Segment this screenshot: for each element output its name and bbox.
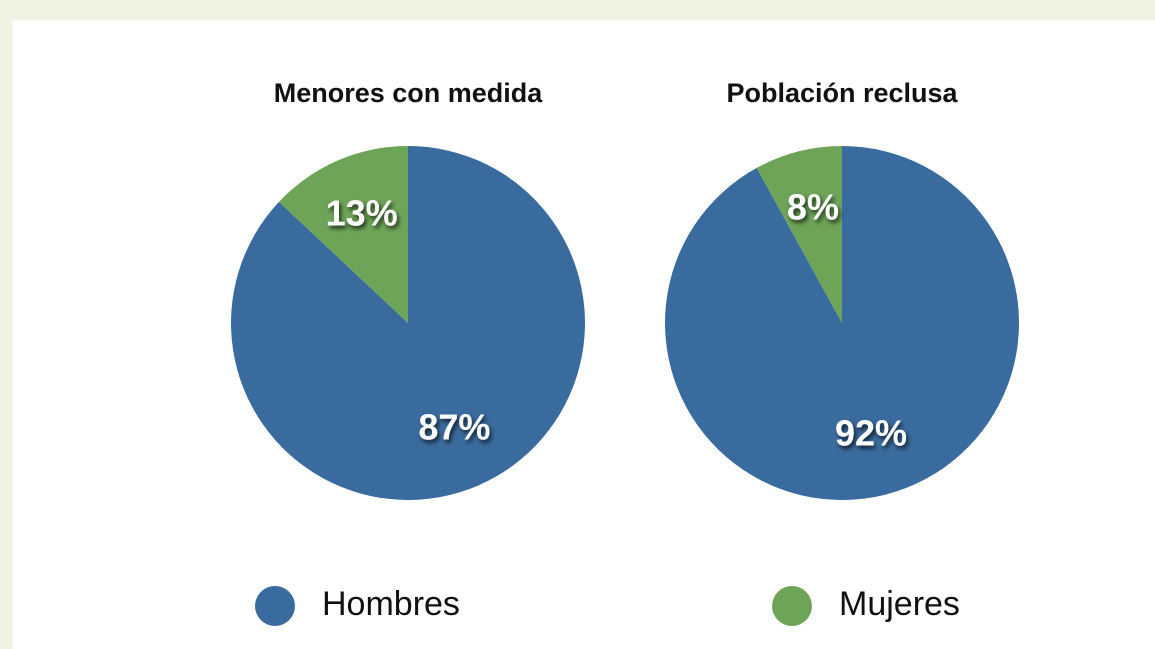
pie-slice xyxy=(665,146,1020,500)
pie-slice xyxy=(756,146,842,323)
value-label: 8% xyxy=(787,186,839,227)
value-label: 92% xyxy=(835,413,907,454)
legend-label: Hombres xyxy=(322,585,460,623)
value-label: 13% xyxy=(326,192,398,233)
chart-title: Menores con medida xyxy=(274,78,544,108)
legend-swatch xyxy=(255,586,295,626)
legend-label: Mujeres xyxy=(839,585,960,623)
value-label: 87% xyxy=(418,407,490,448)
legend-swatch xyxy=(772,586,812,626)
chart-title: Población reclusa xyxy=(726,78,958,108)
pie-slice xyxy=(278,146,408,323)
